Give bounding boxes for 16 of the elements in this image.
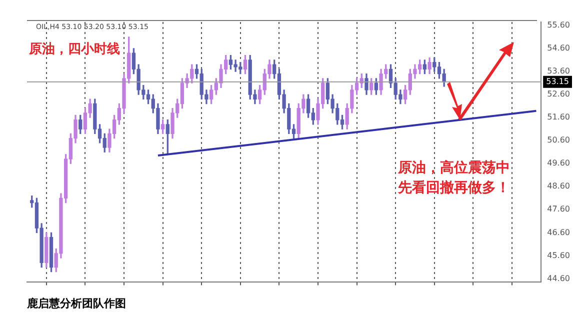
- text: 鹿启慧分析团队作图: [27, 296, 126, 311]
- text: 原油，四小时线: [29, 41, 120, 58]
- y-tick-label: 51.60: [547, 112, 570, 122]
- y-tick-label: 52.60: [547, 90, 570, 99]
- y-tick-label: 48.60: [547, 182, 570, 191]
- y-tick-label: 55.60: [547, 20, 570, 30]
- annotation: 原油，高位震荡中先看回撤再做多！: [398, 158, 511, 198]
- y-tick-label: 45.60: [547, 250, 570, 260]
- y-tick-label: 50.60: [547, 136, 570, 145]
- ref-line-label: 53.15: [546, 76, 570, 86]
- y-tick-label: 44.60: [547, 274, 570, 283]
- y-tick-label: 54.60: [547, 44, 570, 53]
- y-tick-label: 47.60: [547, 204, 570, 214]
- y-tick-label: 53.60: [547, 66, 570, 76]
- y-tick-label: 49.60: [547, 158, 570, 168]
- y-tick-label: 46.60: [547, 228, 570, 237]
